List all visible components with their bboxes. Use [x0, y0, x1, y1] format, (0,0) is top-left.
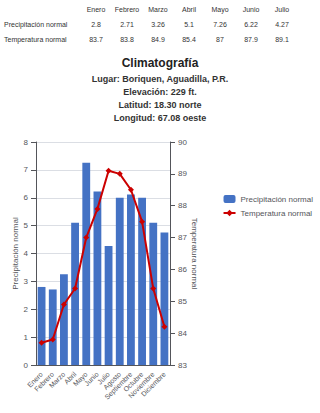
svg-text:90: 90	[178, 138, 187, 147]
svg-text:86: 86	[178, 265, 187, 274]
svg-text:Elevación: 229 ft.: Elevación: 229 ft.	[123, 87, 197, 97]
svg-text:Marzo: Marzo	[148, 6, 168, 13]
svg-text:Temperatura normal: Temperatura normal	[4, 36, 67, 44]
svg-text:Enero: Enero	[87, 6, 106, 13]
svg-text:3: 3	[24, 277, 29, 286]
svg-text:Febrero: Febrero	[33, 370, 56, 393]
svg-text:2.8: 2.8	[91, 21, 101, 28]
svg-text:Agosto: Agosto	[101, 370, 123, 391]
svg-text:5.1: 5.1	[184, 21, 194, 28]
svg-text:5: 5	[24, 221, 29, 230]
svg-text:84.9: 84.9	[151, 36, 165, 43]
svg-text:83.7: 83.7	[89, 36, 103, 43]
svg-text:Marzo: Marzo	[47, 370, 67, 390]
svg-text:Latitud: 18.30 norte: Latitud: 18.30 norte	[118, 100, 201, 110]
svg-text:89.1: 89.1	[275, 36, 289, 43]
svg-text:89: 89	[178, 169, 187, 178]
svg-text:Abril: Abril	[62, 370, 78, 386]
svg-text:Junio: Junio	[83, 370, 100, 388]
svg-text:3.26: 3.26	[151, 21, 165, 28]
svg-text:Junio: Junio	[243, 6, 260, 13]
svg-text:Precipitación normal: Precipitación normal	[241, 195, 314, 204]
svg-text:84: 84	[178, 329, 187, 338]
svg-text:2.71: 2.71	[120, 21, 134, 28]
svg-text:85: 85	[178, 297, 187, 306]
svg-text:7: 7	[24, 165, 29, 174]
svg-text:83.8: 83.8	[120, 36, 134, 43]
svg-text:87: 87	[178, 233, 187, 242]
svg-text:Diciembre: Diciembre	[140, 370, 167, 397]
svg-text:Octubre: Octubre	[122, 370, 145, 394]
svg-text:Climatografía: Climatografía	[122, 56, 199, 70]
svg-text:6.22: 6.22	[244, 21, 258, 28]
svg-text:2: 2	[24, 305, 29, 314]
svg-text:Abril: Abril	[182, 6, 196, 13]
svg-text:7.26: 7.26	[213, 21, 227, 28]
svg-text:0: 0	[24, 361, 29, 370]
svg-text:85.4: 85.4	[182, 36, 196, 43]
svg-text:Precipitación normal: Precipitación normal	[4, 21, 68, 29]
svg-text:Enero: Enero	[25, 370, 45, 389]
svg-text:Precipitación normal: Precipitación normal	[11, 217, 20, 290]
svg-text:Febrero: Febrero	[115, 6, 140, 13]
svg-text:Julio: Julio	[95, 370, 112, 386]
svg-text:Temperatura normal: Temperatura normal	[190, 218, 199, 290]
svg-text:Septiembre: Septiembre	[103, 370, 134, 401]
svg-text:4: 4	[24, 249, 29, 258]
svg-text:Mayo: Mayo	[211, 6, 228, 14]
svg-text:87: 87	[216, 36, 224, 43]
svg-text:Mayo: Mayo	[71, 370, 89, 388]
svg-text:4.27: 4.27	[275, 21, 289, 28]
svg-text:87.9: 87.9	[244, 36, 258, 43]
svg-text:83: 83	[178, 361, 187, 370]
svg-text:6: 6	[24, 193, 29, 202]
svg-text:Longitud: 67.08 oeste: Longitud: 67.08 oeste	[114, 113, 207, 123]
svg-text:Julio: Julio	[275, 6, 290, 13]
svg-text:Temperatura normal: Temperatura normal	[241, 209, 313, 218]
svg-text:1: 1	[24, 333, 29, 342]
svg-text:Lugar: Boriquen, Aguadilla, P.: Lugar: Boriquen, Aguadilla, P.R.	[92, 74, 229, 84]
svg-text:8: 8	[24, 138, 29, 147]
svg-text:88: 88	[178, 201, 187, 210]
svg-text:Noviembre: Noviembre	[126, 370, 156, 400]
